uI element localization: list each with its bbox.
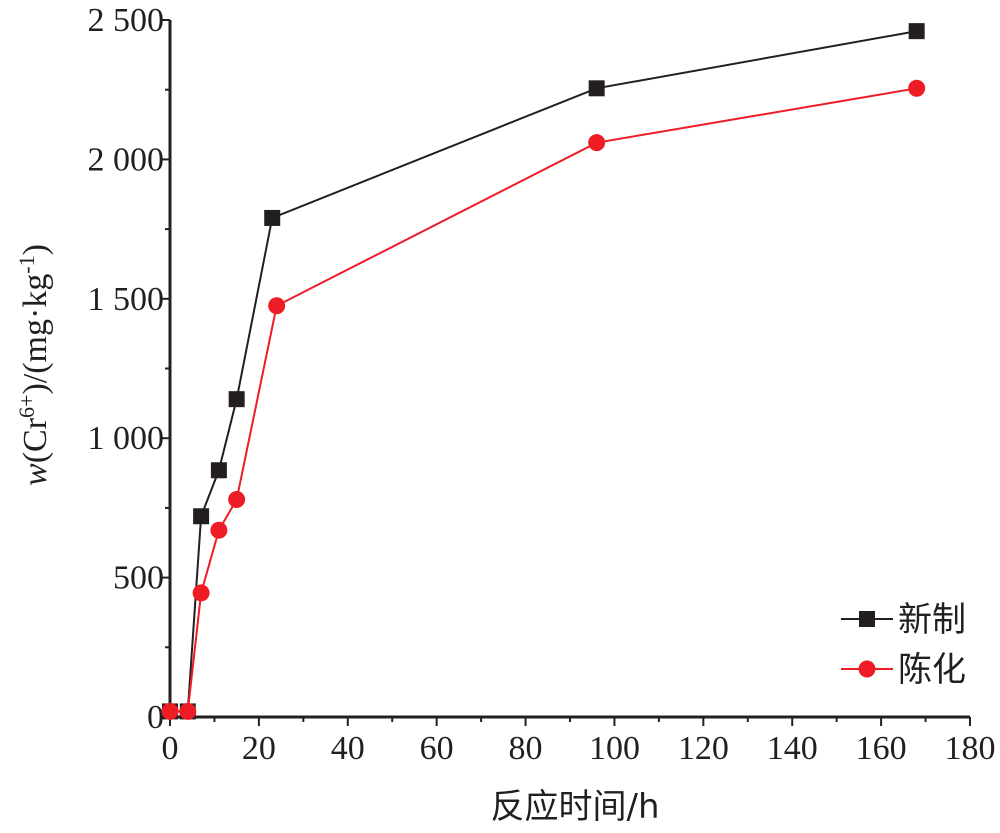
- data-point: [192, 584, 210, 602]
- data-point: [908, 79, 926, 97]
- series-layer: [161, 23, 926, 720]
- series-line: [170, 87, 917, 713]
- x-tick-label: 180: [945, 730, 996, 767]
- data-point: [210, 462, 227, 479]
- y-axis-title-superscript: 6+: [14, 395, 39, 418]
- data-point: [268, 297, 286, 315]
- legend-label: 陈化: [898, 650, 966, 690]
- data-point: [210, 521, 228, 539]
- y-tick-label: 0: [147, 699, 164, 736]
- data-point: [588, 134, 606, 152]
- series-line: [170, 30, 917, 713]
- data-point: [264, 209, 281, 226]
- data-point: [228, 391, 245, 408]
- x-tick-label: 100: [589, 730, 640, 767]
- y-tick-label: 1 500: [88, 281, 165, 318]
- y-axis-title-open: (Cr: [17, 417, 54, 463]
- y-tick-label: 500: [113, 560, 164, 597]
- y-tick-label: 1 000: [88, 420, 165, 457]
- data-point: [193, 508, 210, 525]
- series-2: [161, 79, 926, 720]
- x-tick-label: 160: [856, 730, 907, 767]
- y-tick-label: 2 000: [88, 141, 165, 178]
- series-1: [162, 23, 925, 720]
- data-point: [588, 80, 605, 97]
- y-axis-ticks: 0 500 1 000 1 500 2 000 2 500: [88, 2, 170, 736]
- x-tick-label: 60: [420, 730, 454, 767]
- y-axis-title-middle: )/(mg·kg: [17, 274, 54, 395]
- y-axis-title-var: w: [17, 463, 54, 486]
- y-axis-title: w(Cr6+)/(mg·kg-1): [14, 244, 55, 486]
- data-point: [179, 702, 197, 720]
- y-tick-label: 2 500: [88, 2, 165, 39]
- y-axis-title-superscript2: -1: [14, 255, 39, 273]
- legend-item: 陈化: [841, 650, 966, 690]
- x-tick-label: 120: [678, 730, 729, 767]
- legend-item: 新制: [841, 600, 966, 640]
- x-tick-label: 0: [162, 730, 179, 767]
- axes: [168, 20, 970, 719]
- x-tick-label: 80: [509, 730, 543, 767]
- x-tick-label: 40: [331, 730, 365, 767]
- x-tick-label: 140: [767, 730, 818, 767]
- data-point: [908, 23, 925, 40]
- x-axis-title: 反应时间/h: [490, 787, 659, 827]
- data-point: [228, 491, 246, 509]
- x-tick-label: 20: [242, 730, 276, 767]
- y-axis-title-close: ): [17, 244, 54, 255]
- legend-marker: [858, 660, 876, 678]
- x-axis-ticks: 0 20 40 60 80 100 120 140 160 180: [162, 717, 996, 767]
- legend-marker: [859, 611, 875, 627]
- legend-label: 新制: [898, 600, 966, 640]
- data-point: [161, 702, 179, 720]
